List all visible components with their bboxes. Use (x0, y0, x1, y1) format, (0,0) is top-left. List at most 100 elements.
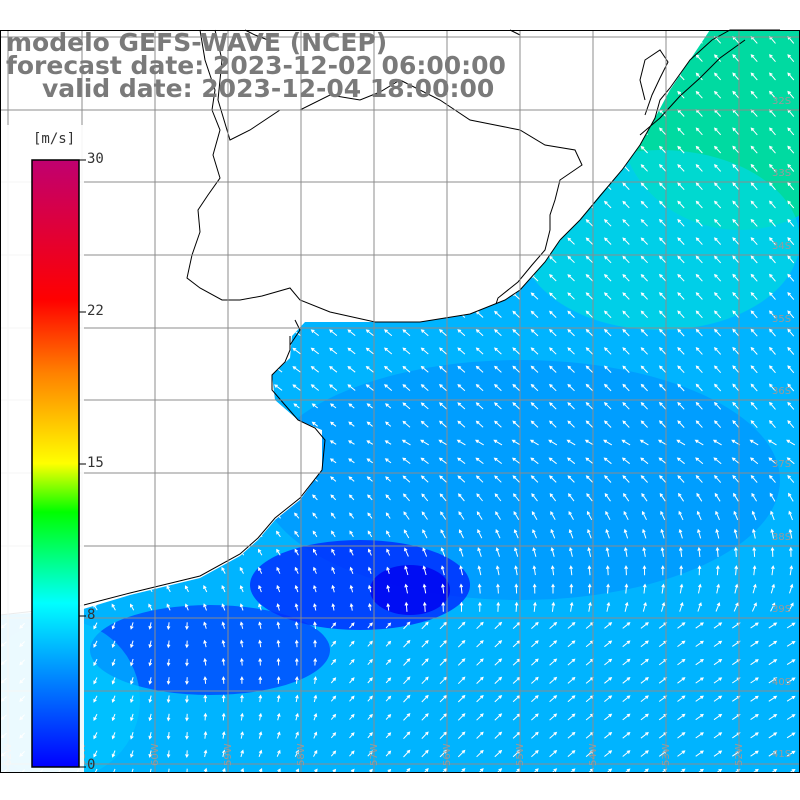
wind-arrow (769, 218, 776, 227)
wind-arrow (276, 676, 281, 684)
wind-arrow (221, 657, 226, 666)
wind-arrow (567, 622, 576, 629)
wind-arrow (148, 658, 153, 667)
wind-arrow (750, 255, 758, 264)
wind-arrow (385, 622, 392, 629)
wind-arrow (713, 677, 723, 684)
wind-arrow (787, 237, 795, 246)
wind-arrow (514, 601, 519, 612)
wind-arrow (531, 658, 539, 666)
wind-arrow (732, 218, 740, 227)
wind-arrow (642, 565, 647, 576)
wind-arrow (695, 640, 704, 647)
wind-arrow (695, 273, 703, 282)
wind-arrow (313, 657, 318, 666)
wind-arrow (385, 768, 392, 772)
wind-arrow (695, 713, 704, 721)
wind-arrow (695, 72, 703, 81)
wind-arrow (733, 510, 739, 521)
wind-arrow (330, 695, 337, 702)
wind-arrow (750, 383, 758, 392)
wind-arrow (769, 383, 776, 392)
wind-arrow (221, 712, 226, 721)
wind-arrow (366, 440, 374, 445)
wind-arrow (294, 530, 300, 538)
wind-arrow (148, 677, 153, 685)
wind-arrow (421, 694, 429, 703)
wind-arrow (622, 475, 630, 483)
wind-arrow (457, 457, 466, 464)
wind-arrow (787, 54, 795, 63)
longitude-label: 52W (734, 743, 745, 766)
wind-arrow (568, 511, 574, 520)
wind-arrow (512, 365, 521, 373)
wind-arrow (658, 401, 667, 410)
wind-arrow (530, 475, 539, 483)
wind-arrow (658, 164, 667, 172)
wind-arrow (221, 694, 226, 703)
wind-arrow (677, 365, 685, 374)
wind-arrow (786, 750, 796, 757)
wind-arrow (185, 732, 189, 740)
wind-arrow (457, 384, 466, 392)
wind-arrow (713, 127, 722, 136)
wind-arrow (713, 145, 722, 154)
wind-arrow (185, 640, 189, 649)
wind-arrow (203, 639, 207, 648)
wind-arrow (676, 439, 686, 446)
wind-arrow (768, 659, 778, 666)
wind-arrow (624, 601, 629, 612)
wind-arrow (567, 402, 575, 410)
wind-arrow (695, 420, 703, 428)
wind-arrow (769, 237, 776, 246)
wind-arrow (603, 457, 612, 465)
wind-arrow (695, 310, 703, 319)
wind-arrow (787, 90, 795, 99)
wind-arrow (311, 403, 319, 409)
wind-arrow (750, 420, 758, 429)
wind-arrow (658, 310, 667, 319)
wind-arrow (166, 713, 171, 722)
latitude-label: 36S (772, 386, 791, 397)
wind-arrow (585, 237, 594, 245)
wind-arrow (203, 657, 207, 666)
wind-arrow (185, 695, 189, 704)
wind-arrow (750, 145, 758, 154)
wind-arrow (732, 90, 740, 99)
wind-arrow (402, 457, 411, 464)
wind-arrow (531, 695, 539, 703)
wind-arrow (512, 402, 521, 410)
wind-arrow (713, 420, 722, 428)
longitude-label: 53W (661, 743, 672, 766)
wind-arrow (477, 565, 482, 576)
wind-arrow (331, 566, 336, 574)
wind-arrow (258, 566, 263, 574)
wind-arrow (585, 292, 594, 300)
wind-arrow (239, 639, 244, 648)
wind-arrow (732, 328, 740, 337)
wind-arrow (659, 475, 667, 483)
wind-arrow (493, 439, 503, 446)
wind-arrow (750, 200, 758, 209)
wind-arrow (313, 676, 318, 684)
wind-arrow (603, 383, 612, 392)
wind-arrow (422, 583, 427, 594)
wind-arrow (603, 420, 612, 428)
wind-arrow (695, 127, 703, 136)
wind-arrow (457, 420, 466, 428)
wind-arrow (148, 603, 153, 611)
wind-arrow (421, 493, 429, 502)
wind-arrow (585, 457, 594, 465)
wind-arrow (531, 640, 539, 648)
wind-arrow (769, 273, 776, 282)
wind-arrow (732, 346, 740, 355)
wind-arrow (292, 384, 301, 391)
wind-arrow (457, 493, 465, 502)
wind-arrow (640, 237, 648, 245)
wind-arrow (166, 640, 171, 649)
wind-arrow (439, 749, 448, 758)
wind-arrow (585, 310, 594, 319)
wind-arrow (640, 200, 648, 209)
wind-arrow (331, 530, 336, 538)
wind-arrow (330, 512, 336, 519)
